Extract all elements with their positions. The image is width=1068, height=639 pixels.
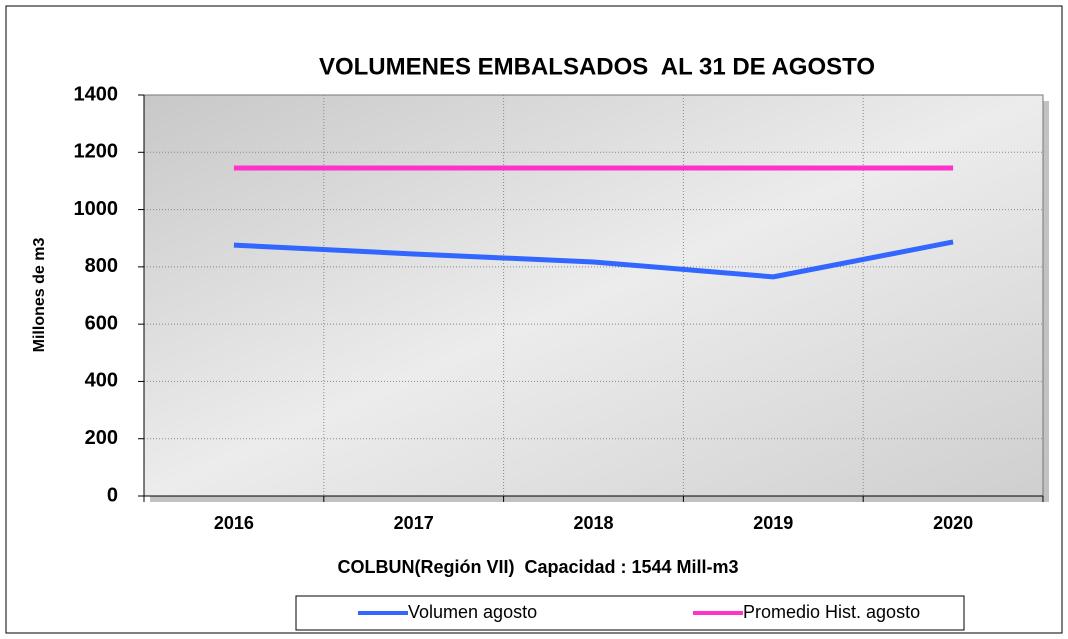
chart-title: VOLUMENES EMBALSADOS AL 31 DE AGOSTO [319, 53, 875, 80]
y-tick-label: 1200 [74, 141, 119, 163]
y-tick-label: 200 [85, 427, 118, 449]
x-tick-label: 2019 [753, 513, 793, 533]
y-tick-label: 0 [107, 484, 118, 506]
series-line [233, 239, 954, 280]
x-tick-label: 2020 [933, 513, 973, 533]
x-tick-label: 2017 [394, 513, 434, 533]
legend-label: Promedio Hist. agosto [743, 602, 920, 622]
y-tick-label: 1000 [74, 198, 119, 220]
y-tick-label: 1400 [74, 83, 119, 105]
x-tick-label: 2018 [573, 513, 613, 533]
plot-area [143, 94, 1044, 497]
x-tick-label: 2016 [214, 513, 254, 533]
y-tick-label: 400 [85, 370, 118, 392]
y-tick-label: 600 [85, 312, 118, 334]
y-axis-label: Millones de m3 [31, 238, 48, 353]
x-axis-label: COLBUN(Región VII) Capacidad : 1544 Mill… [337, 557, 738, 577]
y-tick-label: 800 [85, 255, 118, 277]
legend-label: Volumen agosto [408, 602, 537, 622]
